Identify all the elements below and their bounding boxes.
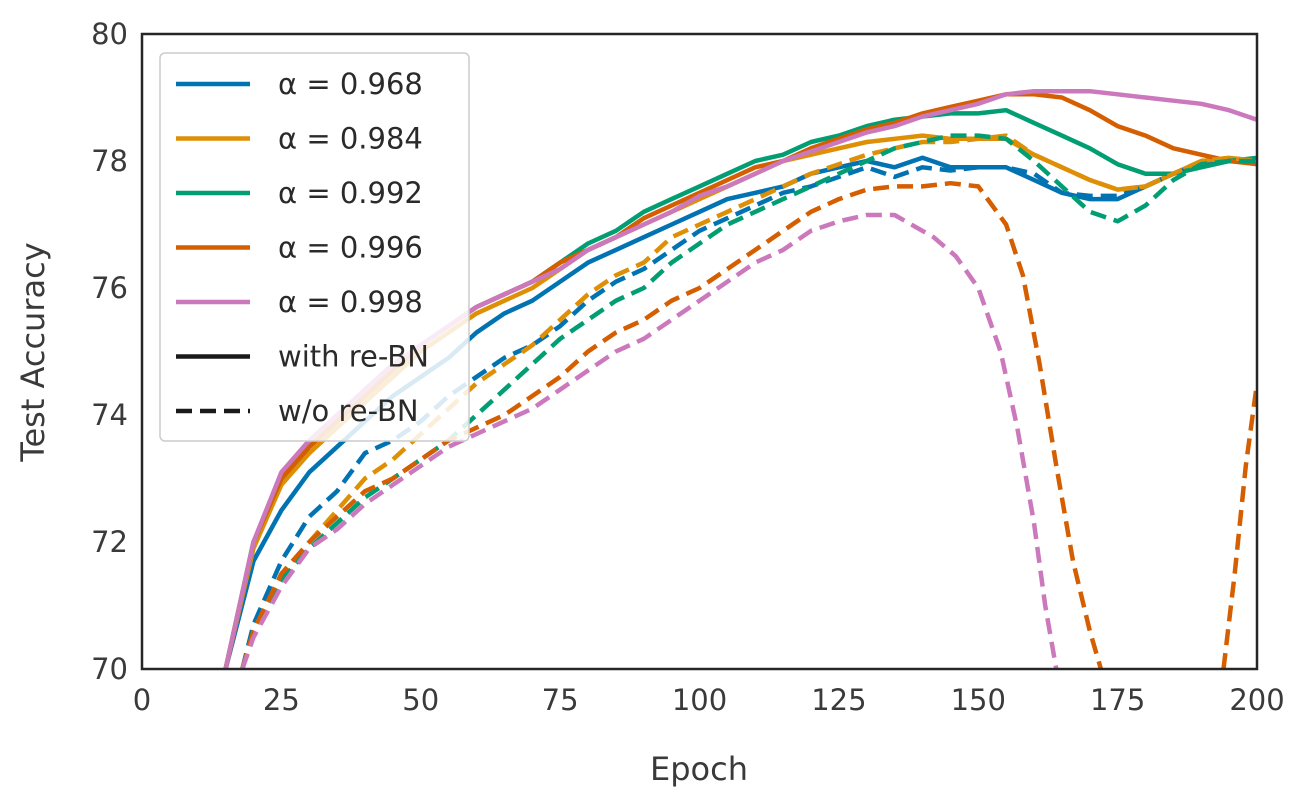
- x-tick-label: 25: [263, 683, 300, 717]
- y-tick-label: 72: [91, 525, 128, 559]
- series-line-10: [240, 212, 1059, 669]
- series-line-9: [1221, 382, 1257, 669]
- series-line-8: [240, 180, 1104, 669]
- legend-entry-alpha-label: α = 0.992: [278, 176, 423, 210]
- x-tick-label: 125: [811, 683, 866, 717]
- x-tick-label: 200: [1229, 683, 1284, 717]
- y-tick-label: 80: [91, 17, 128, 51]
- legend-entry-style-label: with re-BN: [278, 340, 429, 374]
- x-tick-label: 150: [951, 683, 1006, 717]
- legend-entry-alpha-label: α = 0.998: [278, 285, 423, 319]
- y-tick-label: 78: [91, 144, 128, 178]
- plot-frame: [140, 32, 1259, 671]
- x-tick-label: 100: [672, 683, 727, 717]
- x-tick-label: 75: [542, 683, 579, 717]
- x-tick-label: 0: [133, 683, 151, 717]
- x-tick-labels: 0 25 50 75 100 125 150 175 200: [133, 683, 1285, 717]
- y-axis-title: Test Accuracy: [14, 242, 52, 462]
- y-tick-label: 76: [91, 271, 128, 305]
- legend-entry-style-label: w/o re-BN: [278, 394, 419, 428]
- series-line-6: [240, 133, 1257, 669]
- legend-entry-alpha-label: α = 0.984: [278, 122, 423, 156]
- legend-box: [159, 52, 470, 442]
- series-line-7: [240, 133, 1257, 669]
- y-tick-labels: 70 72 74 76 78 80: [91, 17, 128, 686]
- x-tick-label: 175: [1090, 683, 1145, 717]
- legend-entry-alpha-label: α = 0.996: [278, 231, 423, 265]
- y-tick-label: 74: [91, 398, 128, 432]
- x-tick-label: 50: [402, 683, 439, 717]
- legend-entry-alpha-label: α = 0.968: [278, 67, 423, 101]
- x-axis-title: Epoch: [650, 750, 748, 788]
- legend: α = 0.968 α = 0.984 α = 0.992 α = 0.996 α = …: [159, 52, 470, 442]
- y-tick-label: 70: [91, 652, 128, 686]
